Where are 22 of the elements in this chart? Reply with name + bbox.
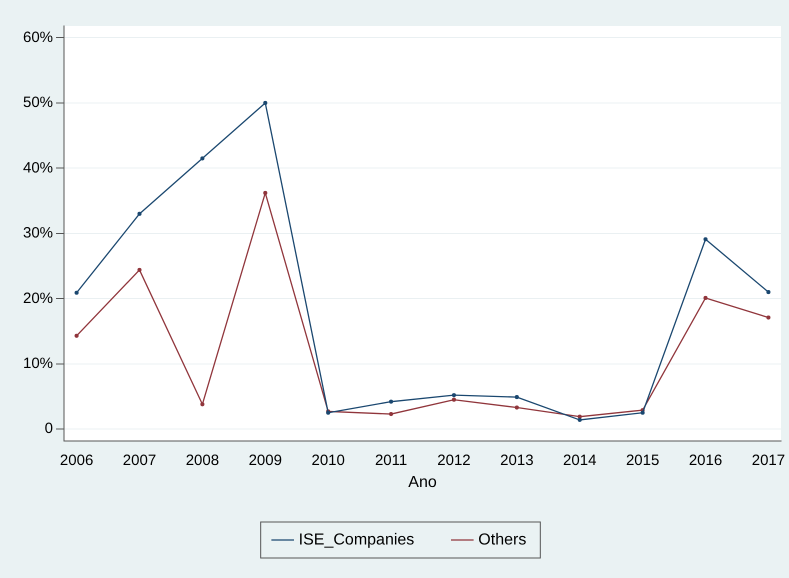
x-tick-label: 2017 [752,452,786,469]
x-tick-label: 2006 [60,452,94,469]
x-tick-label: 2016 [688,452,722,469]
x-tick-label: 2012 [437,452,471,469]
x-tick-label: 2015 [626,452,660,469]
x-tick-label: 2011 [374,452,408,469]
x-axis-title: Ano [408,474,437,491]
y-tick-label: 30% [22,224,54,242]
y-tick-label: 50% [22,94,54,112]
x-tick-label: 2010 [311,452,345,469]
y-tick-label: 0 [44,420,54,438]
y-tick-label: 40% [22,159,54,176]
y-tick-label: 60% [22,28,54,46]
y-tick-label: 20% [22,290,54,307]
legend-label: ISE_Companies [298,531,414,548]
x-tick-label: 2014 [563,452,596,469]
x-tick-label: 2009 [248,452,282,469]
x-tick-label: 2008 [186,452,220,469]
y-tick-label: 10% [22,354,54,372]
legend-label: Others [478,531,526,548]
x-tick-label: 2007 [122,452,156,469]
x-tick-label: 2013 [500,452,534,469]
